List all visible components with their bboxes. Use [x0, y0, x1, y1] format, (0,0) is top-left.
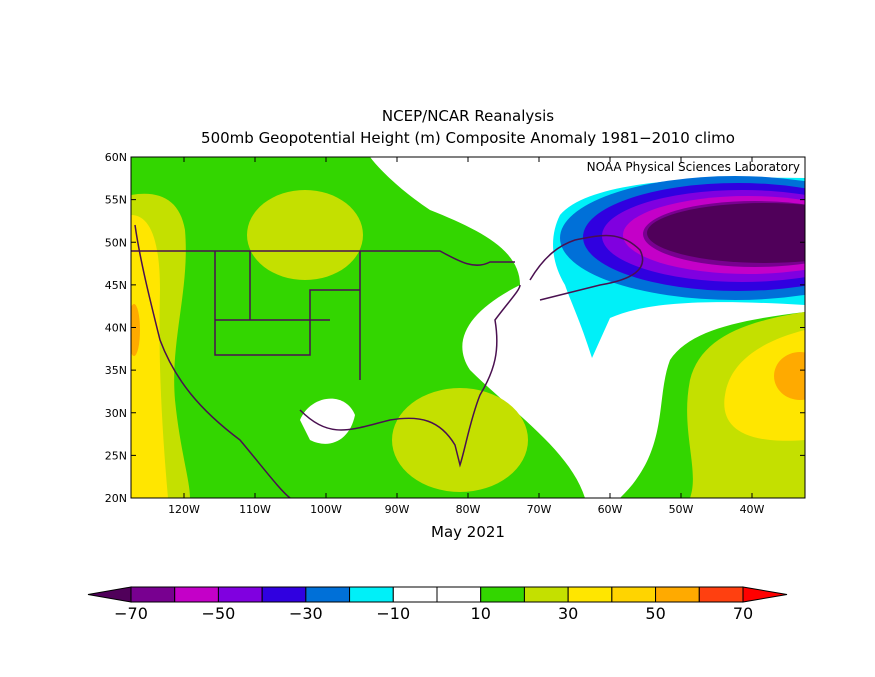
colorbar-box — [130, 586, 176, 603]
colorbar-box — [480, 586, 525, 603]
field-orange-east — [774, 352, 805, 400]
credit-box — [574, 158, 804, 176]
colorbar-label: −50 — [202, 604, 236, 623]
lat-label: 35N — [105, 364, 127, 377]
lon-label: 60W — [598, 503, 623, 516]
subtitle: 500mb Geopotential Height (m) Composite … — [201, 129, 735, 147]
colorbar-box — [611, 586, 657, 603]
colorbar-label: −10 — [376, 604, 410, 623]
field-yellow-west — [131, 215, 168, 498]
coastlines — [131, 224, 644, 498]
colorbar-box — [392, 586, 438, 603]
lon-label: 40W — [740, 503, 765, 516]
lat-label: 45N — [105, 279, 127, 292]
lat-label: 20N — [105, 492, 127, 505]
colorbar-box — [349, 586, 394, 603]
colorbar-box — [261, 586, 307, 603]
border — [131, 250, 515, 266]
maritimes — [529, 234, 644, 301]
lat-label: 60N — [105, 151, 127, 164]
credit: NOAA Physical Sciences Laboratory — [587, 160, 800, 174]
state-lines — [214, 251, 361, 380]
lon-label: 100W — [310, 503, 342, 516]
field-yellowgreen-southeast — [392, 388, 528, 492]
lon-label: 90W — [385, 503, 410, 516]
lat-label: 50N — [105, 236, 127, 249]
colorbar-label: 30 — [558, 604, 578, 623]
colorbar-end-low — [87, 586, 132, 603]
lat-label: 30N — [105, 407, 127, 420]
colorbar-box — [698, 586, 744, 603]
colorbar-label: 70 — [733, 604, 753, 623]
colorbar-box — [567, 586, 613, 603]
lon-label: 120W — [168, 503, 200, 516]
lon-label: 50W — [669, 503, 694, 516]
colorbar-box — [655, 586, 700, 603]
lon-label: 80W — [456, 503, 481, 516]
colorbar-label: −30 — [289, 604, 323, 623]
field-orange-west — [131, 304, 140, 356]
lon-label: 70W — [527, 503, 552, 516]
colorbar-label: 10 — [471, 604, 491, 623]
lat-label: 55N — [105, 194, 127, 207]
colorbar: −70 −50 −30 −10 10 30 50 70 — [87, 586, 788, 623]
lat-label: 25N — [105, 449, 127, 462]
field-yellowgreen-plains — [247, 190, 363, 280]
field-dark-purple — [647, 203, 805, 263]
title: NCEP/NCAR Reanalysis — [382, 107, 554, 125]
colorbar-box — [174, 586, 219, 603]
west-coast — [134, 224, 291, 498]
colorbar-label: 50 — [645, 604, 665, 623]
lon-label: 110W — [239, 503, 271, 516]
lat-label: 40N — [105, 322, 127, 335]
gulf-east-coast — [299, 284, 521, 468]
field-white-texas — [300, 398, 355, 444]
colorbar-box — [523, 586, 569, 603]
period-label: May 2021 — [431, 523, 505, 541]
colorbar-box — [305, 586, 351, 603]
colorbar-box — [436, 586, 482, 603]
colorbar-end-high — [742, 586, 788, 603]
anomaly-field — [131, 157, 805, 498]
colorbar-box — [217, 586, 263, 603]
colorbar-label: −70 — [114, 604, 148, 623]
